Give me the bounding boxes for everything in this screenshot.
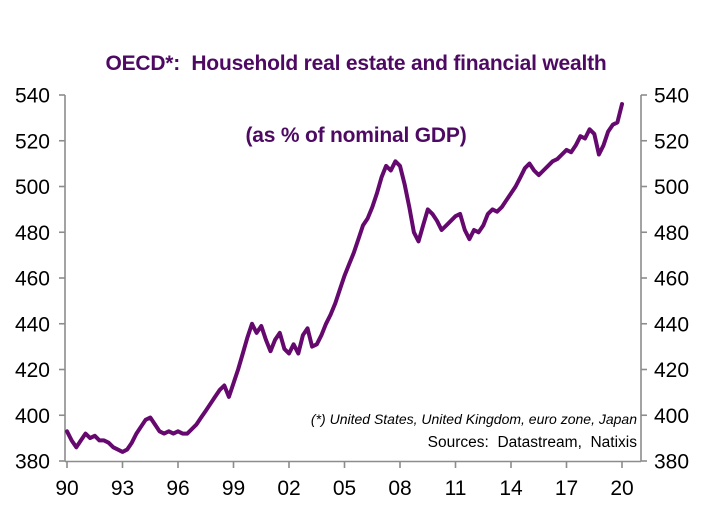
x-axis-label: 90: [55, 477, 78, 500]
chart-sources: Sources: Datastream, Natixis: [427, 434, 637, 451]
x-axis-label: 99: [222, 477, 245, 500]
y-axis-label-right: 400: [654, 405, 689, 428]
chart-title: OECD*: Household real estate and financi…: [0, 4, 712, 196]
chart-title-line1: OECD*: Household real estate and financi…: [105, 52, 607, 75]
y-axis-label-left: 480: [15, 222, 50, 245]
x-axis-label: 17: [555, 477, 578, 500]
y-axis-label-right: 420: [654, 359, 689, 382]
x-axis-label: 08: [388, 477, 411, 500]
y-axis-label-left: 420: [15, 359, 50, 382]
chart-footnote: (*) United States, United Kingdom, euro …: [310, 411, 637, 427]
y-axis-label-left: 520: [15, 130, 50, 153]
y-axis-label-left: 460: [15, 268, 50, 291]
y-axis-label-left: 500: [15, 176, 50, 199]
series-line: [65, 102, 624, 454]
y-axis-label-left: 380: [15, 451, 50, 474]
x-axis-label: 93: [111, 477, 134, 500]
y-axis-label-right: 480: [654, 222, 689, 245]
x-axis-label: 14: [499, 477, 523, 500]
x-axis-label: 05: [333, 477, 356, 500]
y-axis-label-right: 520: [654, 130, 689, 153]
x-axis-label: 11: [445, 477, 467, 500]
x-axis-label: 96: [166, 477, 189, 500]
y-axis-label-right: 500: [654, 176, 689, 199]
y-axis-label-left: 540: [15, 85, 50, 108]
y-axis-label-right: 540: [654, 85, 689, 108]
x-axis-label: 02: [277, 477, 300, 500]
y-axis-label-left: 440: [15, 313, 50, 336]
y-axis-label-right: 460: [654, 268, 689, 291]
x-axis-label: 20: [610, 477, 633, 500]
y-axis-label-right: 380: [654, 451, 689, 474]
chart-title-line2: (as % of nominal GDP): [245, 124, 467, 147]
y-axis-label-right: 440: [654, 313, 689, 336]
y-axis-label-left: 400: [15, 405, 50, 428]
